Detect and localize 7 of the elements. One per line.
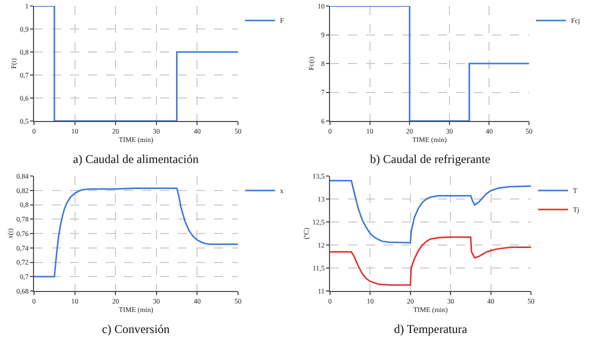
text: d) Temperatura <box>394 322 468 336</box>
text: b) Caudal de refrigerante <box>370 152 490 166</box>
text: a) Caudal de alimentación <box>73 152 199 166</box>
line-series <box>330 236 531 286</box>
line-series <box>330 180 531 244</box>
text: c) Conversión <box>102 322 170 336</box>
line-series <box>34 187 238 278</box>
